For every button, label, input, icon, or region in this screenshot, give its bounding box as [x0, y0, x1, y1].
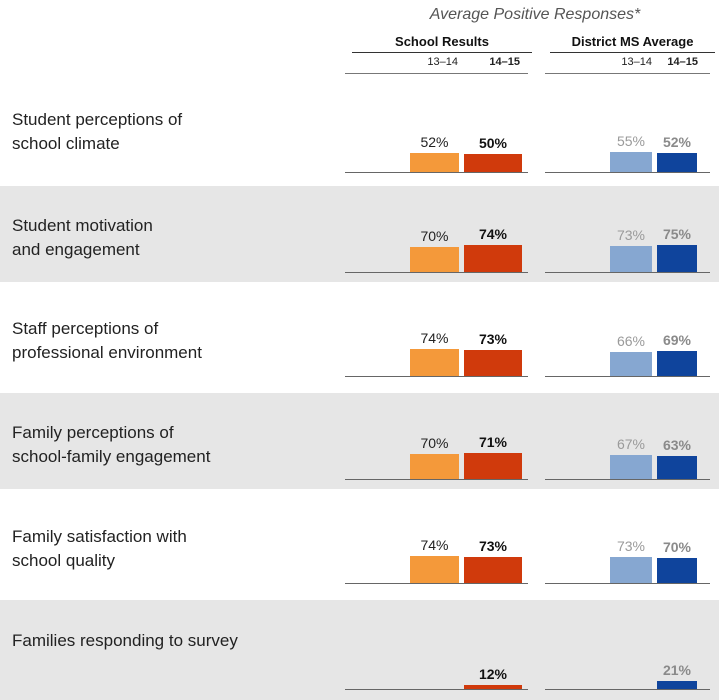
row-background [0, 186, 719, 282]
district-baseline [545, 272, 710, 273]
bar-district-curr [657, 681, 697, 689]
district-baseline [545, 583, 710, 584]
bar-school-prev [410, 153, 459, 172]
district-average-underline [550, 52, 715, 53]
category-label: Family satisfaction with school quality [12, 527, 187, 570]
value-label-school-prev: 70% [420, 228, 449, 244]
row-background [0, 393, 719, 489]
bar-district-prev [610, 152, 652, 172]
header-rule-school [345, 73, 528, 74]
district-average-header: District MS Average [571, 34, 694, 49]
value-label-district-curr: 69% [662, 332, 692, 348]
district-baseline [545, 689, 710, 690]
bar-school-curr [464, 685, 522, 689]
school-baseline [345, 172, 528, 173]
value-label-school-curr: 50% [478, 135, 508, 151]
school-results-header: School Results [395, 34, 489, 49]
district-year-curr-label: 14–15 [667, 56, 698, 68]
school-baseline [345, 689, 528, 690]
value-label-district-prev: 73% [616, 538, 646, 554]
value-label-district-prev: 55% [616, 133, 646, 149]
district-year-prev-label: 13–14 [621, 56, 652, 68]
bar-district-prev [610, 246, 652, 272]
category-label: Families responding to survey [12, 631, 238, 650]
bar-school-prev [410, 454, 459, 479]
category-label: Student motivation and engagement [12, 216, 153, 259]
value-label-district-curr: 70% [662, 539, 692, 555]
bar-school-curr [464, 154, 522, 172]
bar-school-curr [464, 350, 522, 376]
bar-district-prev [610, 455, 652, 479]
header-rule-district [545, 73, 710, 74]
value-label-district-curr: 52% [662, 134, 692, 150]
category-label: Staff perceptions of professional enviro… [12, 319, 202, 362]
bar-district-curr [657, 558, 697, 583]
value-label-school-curr: 74% [478, 226, 508, 242]
chart-title: Average Positive Responses* [429, 6, 641, 23]
bar-school-prev [410, 556, 459, 583]
bar-district-prev [610, 557, 652, 583]
row-background [0, 600, 719, 700]
value-label-school-prev: 74% [420, 330, 449, 346]
bar-school-prev [410, 349, 459, 376]
bar-school-curr [464, 557, 522, 583]
school-baseline [345, 376, 528, 377]
school-year-prev-label: 13–14 [427, 56, 458, 68]
value-label-school-curr: 73% [478, 538, 508, 554]
value-label-school-curr: 12% [478, 666, 508, 682]
value-label-school-curr: 73% [478, 331, 508, 347]
bar-school-prev [410, 247, 459, 272]
category-label: Student perceptions of school climate [12, 110, 183, 153]
bar-district-curr [657, 153, 697, 172]
value-label-school-prev: 70% [420, 435, 449, 451]
value-label-district-curr: 75% [662, 226, 692, 242]
bar-district-curr [657, 351, 697, 376]
value-label-district-curr: 63% [662, 437, 692, 453]
district-baseline [545, 172, 710, 173]
category-label: Family perceptions of school-family enga… [12, 423, 211, 466]
value-label-district-curr: 21% [662, 662, 692, 678]
value-label-district-prev: 73% [616, 227, 646, 243]
district-baseline [545, 479, 710, 480]
school-baseline [345, 583, 528, 584]
bar-school-curr [464, 453, 522, 479]
value-label-district-prev: 67% [616, 436, 646, 452]
value-label-school-prev: 52% [420, 134, 449, 150]
school-results-underline [352, 52, 532, 53]
value-label-district-prev: 66% [616, 333, 646, 349]
bar-school-curr [464, 245, 522, 272]
school-baseline [345, 272, 528, 273]
bar-district-curr [657, 245, 697, 272]
value-label-school-prev: 74% [420, 537, 449, 553]
school-year-curr-label: 14–15 [489, 56, 520, 68]
school-baseline [345, 479, 528, 480]
bar-district-prev [610, 352, 652, 376]
district-baseline [545, 376, 710, 377]
value-label-school-curr: 71% [478, 434, 508, 450]
bar-district-curr [657, 456, 697, 479]
